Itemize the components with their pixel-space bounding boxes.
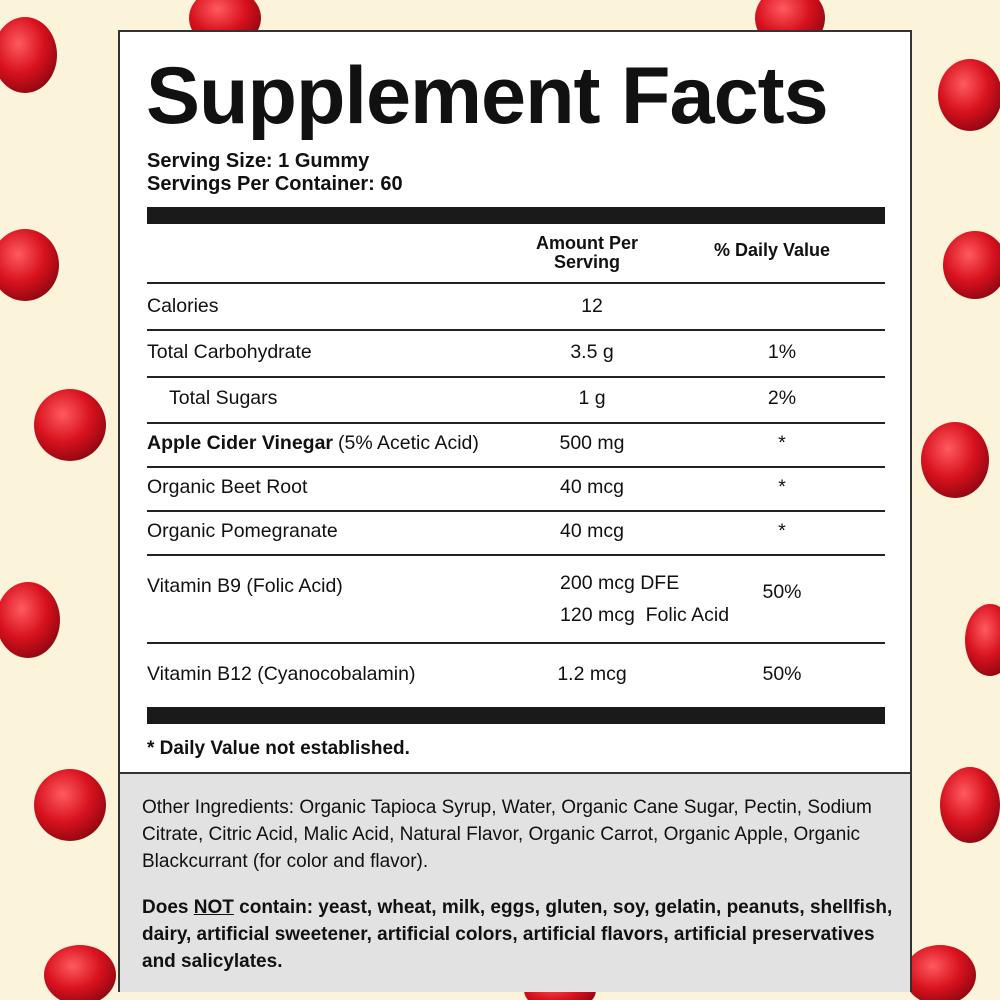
daily-value: 1% (767, 340, 797, 363)
nutrient-name: Vitamin B9 (Folic Acid) (147, 575, 343, 597)
amount: 500 mg (559, 432, 625, 454)
divider-bar (147, 207, 885, 224)
daily-value: 50% (762, 662, 802, 685)
nutrient-name: Organic Pomegranate (147, 520, 338, 542)
footnote: * Daily Value not established. (147, 738, 410, 759)
serving-size: Serving Size: 1 Gummy (147, 150, 370, 172)
table-row: Organic Beet Root 40 mcg * (147, 466, 885, 512)
facts-panel: Supplement Facts Serving Size: 1 Gummy S… (118, 30, 912, 992)
table-row: Total Carbohydrate 3.5 g 1% (147, 329, 885, 378)
amount: 12 (581, 294, 603, 317)
table-row: Total Sugars 1 g 2% (147, 376, 885, 424)
does-not-contain: Does NOT contain: yeast, wheat, milk, eg… (142, 894, 902, 975)
amount: 40 mcg (560, 476, 624, 498)
ingredients-section: Other Ingredients: Organic Tapioca Syrup… (120, 772, 910, 992)
text: Does (142, 897, 189, 918)
table-row: Calories 12 (147, 284, 885, 331)
amount: 120 mcg Folic Acid (560, 604, 730, 626)
other-ingredients: Other Ingredients: Organic Tapioca Syrup… (142, 797, 872, 872)
amount: 200 mcg DFE (560, 572, 680, 594)
text: contain: yeast, wheat, milk, eggs, glute… (142, 897, 893, 972)
nutrient-note: (5% Acetic Acid) (338, 432, 479, 454)
amount: 3.5 g (570, 340, 614, 363)
daily-value: 2% (767, 387, 797, 409)
divider-bar (147, 707, 885, 724)
nutrient-name: Organic Beet Root (147, 476, 308, 498)
amount: 40 mcg (560, 520, 624, 542)
amount-header: Amount Per Serving (535, 233, 638, 272)
daily-value: 50% (762, 581, 802, 603)
table-row: Vitamin B9 (Folic Acid) 200 mcg DFE 120 mc… (147, 554, 885, 644)
title: Supplement Facts (146, 51, 829, 141)
table-header: Amount Per Serving % Daily Value (147, 224, 885, 284)
daily-value: * (778, 432, 786, 454)
nutrient-name: Calories (147, 294, 219, 317)
daily-value: * (778, 520, 786, 542)
table-row: Vitamin B12 (Cyanocobalamin) 1.2 mcg 50% (147, 642, 885, 707)
amount: 1.2 mcg (557, 662, 627, 685)
amount: 1 g (578, 387, 606, 409)
servings-per-container: Servings Per Container: 60 (147, 173, 403, 195)
daily-value: * (778, 476, 786, 498)
nutrient-name: Apple Cider Vinegar (147, 432, 334, 454)
table-row: Apple Cider Vinegar (5% Acetic Acid) 500 m… (147, 422, 885, 468)
dv-header: % Daily Value (713, 240, 831, 260)
table-row: Organic Pomegranate 40 mcg * (147, 510, 885, 556)
emphasis: NOT (193, 897, 234, 918)
nutrient-name: Total Sugars (169, 387, 278, 409)
nutrient-name: Vitamin B12 (Cyanocobalamin) (147, 662, 416, 685)
nutrient-name: Total Carbohydrate (147, 340, 312, 363)
